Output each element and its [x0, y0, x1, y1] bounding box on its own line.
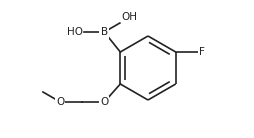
Text: HO: HO — [67, 27, 83, 37]
Text: OH: OH — [121, 12, 137, 22]
Text: O: O — [100, 97, 108, 107]
Text: B: B — [101, 27, 108, 37]
Text: F: F — [199, 47, 204, 57]
Text: O: O — [56, 97, 65, 107]
